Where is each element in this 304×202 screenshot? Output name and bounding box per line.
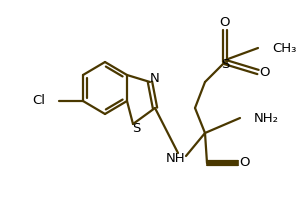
Text: Cl: Cl [32,95,45,107]
Text: S: S [221,58,229,70]
Text: NH: NH [166,152,186,164]
Text: NH₂: NH₂ [254,112,279,124]
Text: O: O [240,157,250,169]
Text: N: N [150,73,160,85]
Text: O: O [220,17,230,29]
Text: S: S [132,121,140,135]
Text: O: O [260,65,270,79]
Text: CH₃: CH₃ [272,41,296,55]
